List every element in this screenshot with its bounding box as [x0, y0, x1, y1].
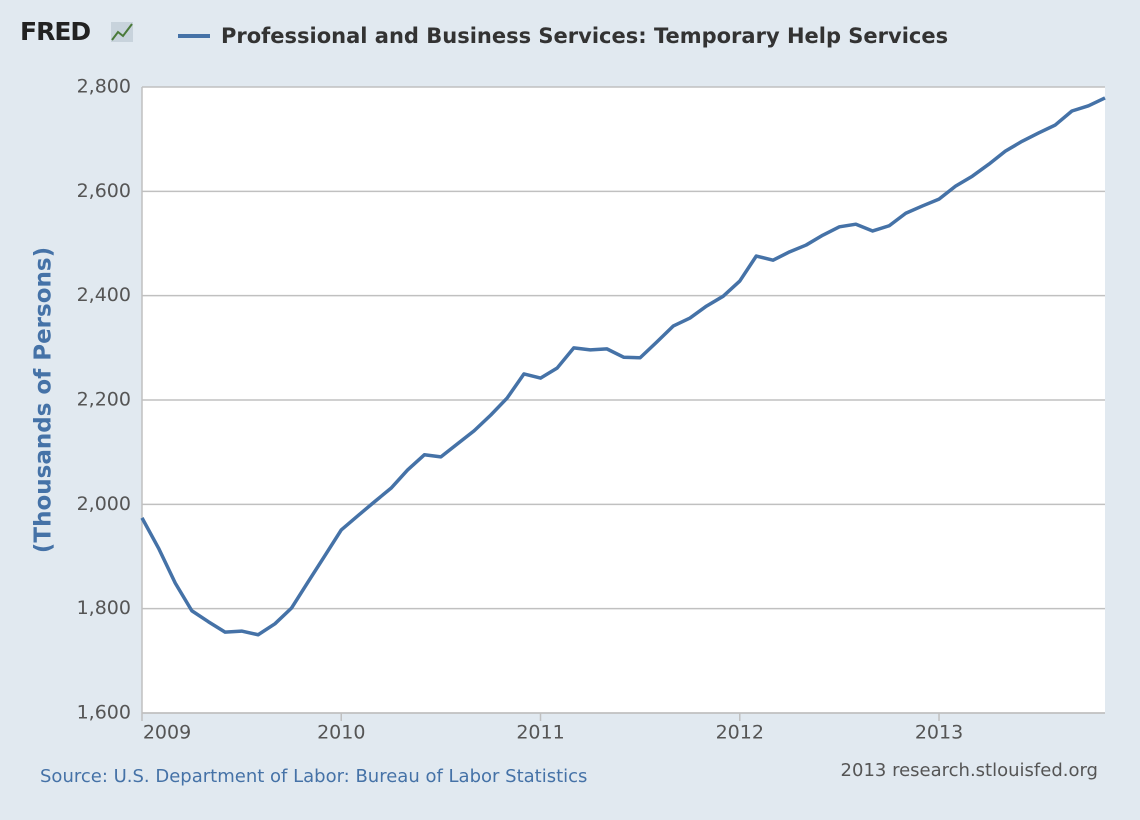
y-tick-label: 1,800 [77, 597, 131, 619]
credit: 2013 research.stlouisfed.org [841, 760, 1098, 781]
x-tick-label: 2013 [915, 722, 963, 744]
y-axis-label: (Thousands of Persons) [31, 247, 57, 553]
x-tick-label: 2010 [317, 722, 365, 744]
y-tick-label: 2,200 [77, 389, 131, 411]
logo: FRED [20, 17, 90, 46]
y-tick-label: 2,800 [77, 76, 131, 98]
y-tick-label: 2,600 [77, 180, 131, 202]
logo-icon [111, 22, 133, 42]
x-tick-label: 2009 [143, 722, 191, 744]
y-tick-label: 2,000 [77, 493, 131, 515]
data-line [140, 96, 1106, 637]
y-tick-label: 1,600 [77, 702, 131, 724]
logo-icon-line [111, 23, 133, 41]
x-tick-label: 2011 [516, 722, 564, 744]
x-tick-label: 2012 [716, 722, 764, 744]
y-tick-label: 2,400 [77, 284, 131, 306]
legend-label: Professional and Business Services: Temp… [221, 24, 948, 48]
source: Source: U.S. Department of Labor: Bureau… [40, 766, 587, 787]
